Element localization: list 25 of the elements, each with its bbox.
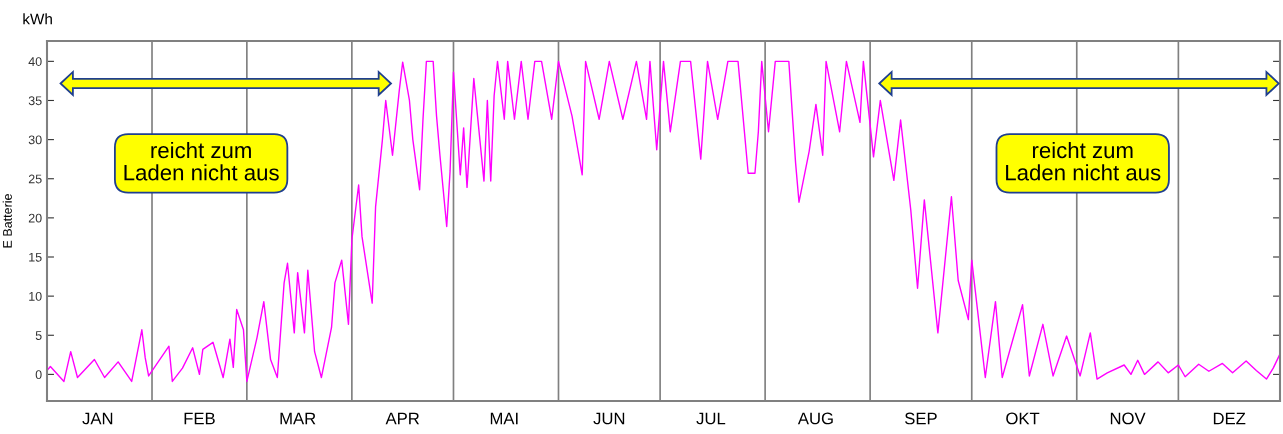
y-tick-label: 35	[28, 96, 42, 106]
x-tick-label: APR	[385, 412, 420, 425]
x-tick-label: MAR	[280, 412, 316, 425]
x-tick-label: JUN	[593, 412, 625, 425]
annotation: reicht zum Laden nicht aus	[1006, 141, 1161, 181]
y-tick-label: 20	[28, 213, 42, 223]
x-tick-label: OKT	[1006, 412, 1040, 425]
x-tick-label: NOV	[1110, 412, 1146, 425]
x-tick-label: SEP	[905, 412, 937, 425]
x-tick-label: JUL	[696, 412, 726, 425]
y-tick-label: 5	[35, 331, 42, 340]
x-tick-label: FEB	[184, 412, 215, 425]
y-tick-label: 15	[29, 252, 42, 262]
x-tick-label: JAN	[82, 412, 113, 425]
x-tick-label: AUG	[797, 412, 833, 425]
y-tick-label: 25	[28, 174, 42, 184]
x-tick-label: DEZ	[1213, 412, 1246, 425]
chart-title: kWh	[23, 13, 52, 25]
annotation: reicht zum Laden nicht aus	[124, 141, 279, 181]
x-tick-label: MAI	[490, 412, 518, 425]
y-tick-label: 40	[28, 57, 42, 66]
y-tick-label: 10	[29, 291, 42, 301]
y-axis-title: E Batterie	[2, 194, 12, 248]
y-tick-label: 0	[35, 370, 42, 380]
y-tick-label: 30	[28, 135, 42, 145]
